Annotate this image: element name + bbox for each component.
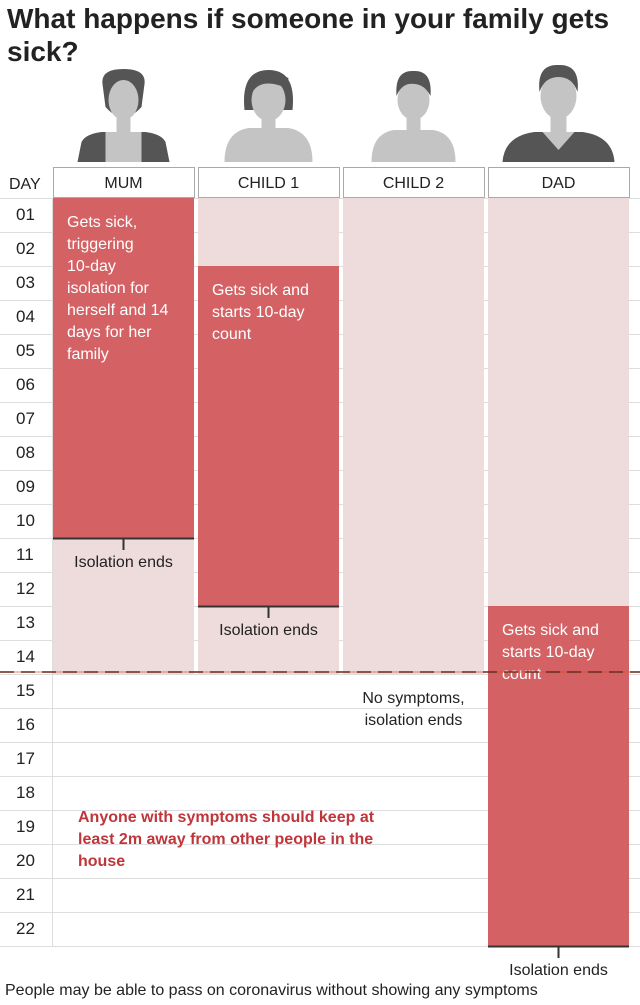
member-note-dad: Gets sick and xyxy=(502,622,599,639)
day-label: 20 xyxy=(16,851,35,870)
member-label-child2: CHILD 2 xyxy=(383,175,444,192)
member-note-child1: count xyxy=(212,326,252,343)
member-note-dad: count xyxy=(502,666,542,683)
day-label: 02 xyxy=(16,239,35,258)
member-note-mum: triggering xyxy=(67,236,134,253)
day-label: 14 xyxy=(16,647,35,666)
avatar-body xyxy=(371,130,456,162)
avatar-dad xyxy=(502,64,615,162)
sick-bar-mum xyxy=(53,198,194,538)
day-label: 10 xyxy=(16,511,35,530)
day-label: 16 xyxy=(16,715,35,734)
day-label: 04 xyxy=(16,307,35,326)
avatar-child2 xyxy=(371,70,456,162)
day-label: 15 xyxy=(16,681,35,700)
day-label: 11 xyxy=(16,545,34,564)
avatar-neckline xyxy=(105,132,142,162)
member-header-dad xyxy=(488,167,630,198)
day-label: 07 xyxy=(16,409,35,428)
member-note-mum: Gets sick, xyxy=(67,214,137,231)
end-label-dad: Isolation ends xyxy=(509,962,608,979)
end-label-child2: No symptoms, xyxy=(362,690,464,707)
day-label: 01 xyxy=(16,205,35,224)
end-label-child1: Isolation ends xyxy=(219,622,318,639)
advice-text: Anyone with symptoms should keep at xyxy=(78,809,375,826)
member-note-dad: starts 10-day xyxy=(502,644,594,661)
member-label-dad: DAD xyxy=(542,175,576,192)
day-label: 18 xyxy=(16,783,35,802)
isolation-bar-child2 xyxy=(343,198,484,674)
avatar-head xyxy=(251,79,286,121)
sick-bar-child1 xyxy=(198,266,339,606)
day-label: 08 xyxy=(16,443,35,462)
day-label: 22 xyxy=(16,919,35,938)
sick-bar-dad xyxy=(488,606,629,946)
member-note-mum: isolation for xyxy=(67,280,149,297)
day-label: 06 xyxy=(16,375,35,394)
day-column-header: DAY xyxy=(9,176,41,193)
day-label: 05 xyxy=(16,341,35,360)
day-label: 17 xyxy=(16,749,35,768)
member-header-child1 xyxy=(198,167,340,198)
advice-text: house xyxy=(78,853,125,870)
isolation-bars xyxy=(53,198,629,948)
end-label-child2: isolation ends xyxy=(365,712,463,729)
avatar-neck xyxy=(406,118,421,132)
avatar-head xyxy=(397,80,430,120)
member-label-child1: CHILD 1 xyxy=(238,175,299,192)
diagram-labels: DAY 01 02 03 04 05 06 07 08 09 10 11 12 13 14 15 16 17 18 1… xyxy=(0,167,640,979)
avatar-neck xyxy=(116,118,131,134)
avatar-hair xyxy=(539,64,578,92)
avatar-collar xyxy=(542,132,575,150)
avatar-child1 xyxy=(224,70,313,162)
member-note-child1: Gets sick and xyxy=(212,282,309,299)
end-label-mum: Isolation ends xyxy=(74,554,173,571)
member-note-mum: family xyxy=(67,346,109,363)
page-title: What happens if someone in your family g… xyxy=(7,3,610,67)
day-label: 09 xyxy=(16,477,35,496)
advice-text: least 2m away from other people in the xyxy=(78,831,373,848)
member-label-mum: MUM xyxy=(104,175,142,192)
avatar-head xyxy=(108,80,139,120)
day-label: 13 xyxy=(16,613,35,632)
member-note-mum: herself and 14 xyxy=(67,302,169,319)
member-note-mum: 10-day xyxy=(67,258,116,275)
day-label: 21 xyxy=(16,885,35,904)
member-note-mum: days for her xyxy=(67,324,152,341)
avatar-body xyxy=(224,128,313,162)
avatar-fringe xyxy=(248,73,289,96)
member-header-mum xyxy=(53,167,195,198)
avatar-hair xyxy=(396,70,431,96)
family-avatars xyxy=(77,64,615,162)
avatar-head xyxy=(540,73,577,119)
member-header-child2 xyxy=(343,167,485,198)
day-label: 03 xyxy=(16,273,35,292)
day-label: 19 xyxy=(16,817,35,836)
avatar-neck xyxy=(550,116,567,132)
member-note-child1: starts 10-day xyxy=(212,304,304,321)
day-label: 12 xyxy=(16,579,35,598)
footnote: People may be able to pass on coronaviru… xyxy=(5,982,538,999)
avatar-mum xyxy=(77,69,170,162)
